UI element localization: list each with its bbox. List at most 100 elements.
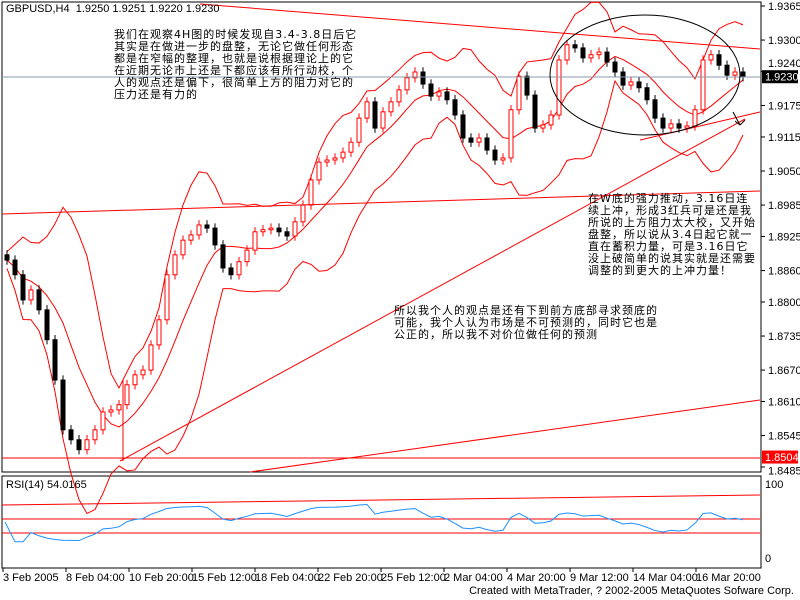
y-tick-label: 1.8860 [768,266,800,278]
candle [308,179,314,206]
candle [52,339,58,381]
candle [540,124,546,129]
candle [188,234,194,241]
candle [76,439,82,451]
candle [356,117,362,143]
candle [116,404,122,411]
bb-lower [6,79,744,515]
candle [652,99,658,119]
candle [676,123,682,129]
candle [36,289,42,311]
current-price-label: 1.9230 [765,72,799,84]
x-tick-label: 4 Mar 20:00 [507,572,566,584]
rsi-levels [1,494,761,534]
price-axis: 1.9365 1.9300 1.9240 1.9175 1.9115 1.9050 1.89… [761,1,800,478]
x-tick-label: 16 Mar 20:00 [696,572,761,584]
y-tick-label: 1.9115 [768,132,800,144]
candle [588,54,594,59]
candle [692,109,698,127]
candle [380,111,386,129]
candle [164,274,170,321]
candle [420,71,426,85]
rsi-axis-0: 0 [765,553,771,565]
level-label-bg [762,450,798,464]
candle [604,51,610,63]
candle [132,374,138,386]
candle [572,44,578,49]
x-tick-label: 22 Feb 20:00 [318,572,383,584]
candle [412,71,418,79]
annotation-text-3: 所以我个人的观点是还有下到前方底部寻求颈底的可能，我个人认为市场是不可预测的，同… [394,304,658,341]
candle [12,259,18,276]
candle [508,109,514,159]
x-tick-label: 3 Feb 2005 [3,572,59,584]
ohlc-values: 1.9250 1.9251 1.9220 1.9230 [75,3,220,15]
lower-trendline[interactable] [249,399,761,473]
candle [468,137,474,143]
y-tick-label: 1.9050 [768,166,800,178]
candle [636,81,642,89]
bollinger-bands [6,1,744,515]
candle [28,289,34,301]
candle [68,429,74,441]
y-tick-label: 1.8670 [768,365,800,377]
x-tick-label: 15 Feb 12:00 [192,572,257,584]
x-tick-label: 18 Feb 04:00 [255,572,320,584]
candle [332,157,338,161]
rsi-trendline [1,494,761,506]
candle [252,231,258,251]
candle [324,159,330,163]
channel-trendline[interactable] [639,111,761,141]
candle [428,83,434,97]
y-tick-label: 1.8485 [768,466,800,478]
candles [4,40,746,455]
candle [4,254,10,261]
candle [180,239,186,256]
candle [340,151,346,159]
candle [516,75,522,111]
candle [732,71,738,76]
candle [740,71,746,78]
candle [20,274,26,301]
resistance-trendline[interactable] [199,3,761,50]
annotation-text-1: 我们在观察4H图的时候发现自3.4-3.8日后它其实是在做进一步的盘整，无论它做… [114,28,358,101]
candle [300,204,306,223]
candle [660,117,666,129]
x-tick-label: 8 Feb 04:00 [66,572,125,584]
candle [580,47,586,59]
candle [644,87,650,101]
candle [172,254,178,276]
candle [708,54,714,61]
candle [212,227,218,246]
candle [268,227,274,231]
y-tick-label: 1.9365 [768,1,800,13]
rsi-pane-border [1,475,762,569]
candle [204,224,210,229]
y-tick-label: 1.8985 [768,200,800,212]
y-tick-label: 1.8735 [768,331,800,343]
candle [724,64,730,76]
candle [284,231,290,237]
candle [372,101,378,129]
candle [620,71,626,86]
consolidation-ellipse[interactable] [549,14,741,136]
annotation-text-2: 在W底的强力推动，3.16日连续上冲，形成3红兵可是还是我所说的上方阻力太大校，… [588,192,756,277]
level-label: 1.8504 [765,452,799,464]
candle [196,224,202,236]
candle [484,137,490,151]
candle [60,379,66,431]
candle [564,44,570,61]
down-arrow-icon [732,111,746,126]
support-trendline[interactable] [119,118,746,462]
x-tick-label: 25 Feb 12:00 [381,572,446,584]
candle [236,261,242,276]
neckline-trendline[interactable] [1,190,761,215]
candle [148,344,154,371]
candle [292,221,298,237]
candle [396,89,402,103]
candle [556,59,562,116]
candle [276,227,282,233]
bb-middle [6,55,744,428]
